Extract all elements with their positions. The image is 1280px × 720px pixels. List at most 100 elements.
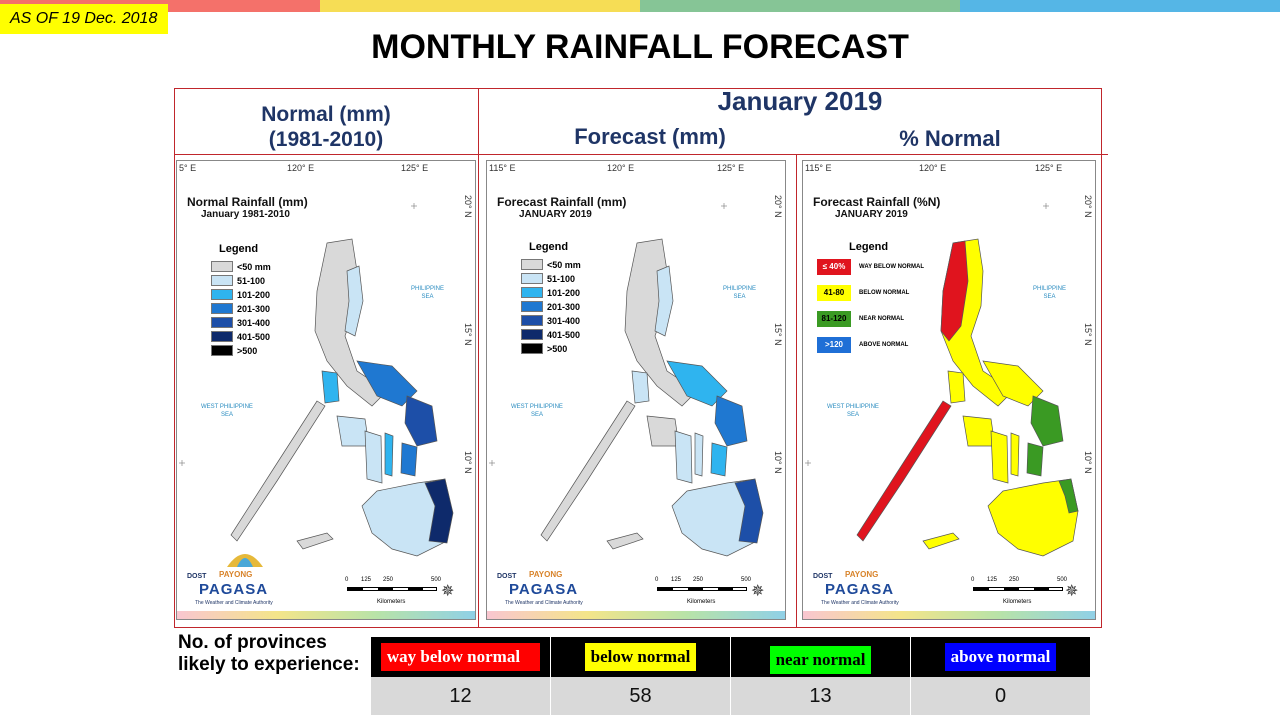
scale-kilometers: Kilometers — [377, 599, 406, 605]
negros-island — [364, 430, 383, 484]
page-title: MONTHLY RAINFALL FORECAST — [371, 28, 909, 66]
category-badge: way below normal — [380, 643, 541, 671]
header-divider — [174, 154, 1108, 155]
normal-header-line2: (1981-2010) — [268, 128, 384, 151]
province-count-table: way below normal below normal near norma… — [371, 637, 1090, 715]
scale-tick: 500 — [1057, 577, 1068, 583]
sea-label-line: WEST PHILIPPINE — [201, 404, 253, 410]
legend-box: 41-80 — [817, 285, 851, 301]
logo-pagasa: PAGASA — [199, 581, 269, 598]
lon-label: 125° E — [717, 163, 745, 173]
leyte-island — [710, 442, 728, 477]
scale-tick: 250 — [1009, 577, 1020, 583]
sea-label-line: SEA — [1043, 294, 1056, 300]
legend-label: 401-500 — [237, 331, 271, 342]
legend-label: 101-200 — [237, 289, 271, 300]
philippine-sea-label: PHILIPPINE SEA — [723, 285, 756, 301]
legend-label: >500 — [547, 343, 568, 354]
logo-authority: The Weather and Climate Authority — [505, 600, 583, 606]
luzon-west-coast — [940, 240, 969, 342]
column-divider-1 — [478, 88, 479, 628]
category-badge: above normal — [944, 643, 1057, 671]
legend-item: 41-80 BELOW NORMAL — [817, 285, 909, 301]
stripe-blue — [960, 0, 1280, 12]
mindoro-island — [947, 370, 966, 404]
lon-label: 125° E — [401, 163, 429, 173]
legend-swatch — [211, 275, 233, 286]
logo-dost: DOST — [187, 573, 207, 580]
legend-title: Legend — [219, 243, 259, 255]
mindanao-island — [987, 478, 1079, 557]
map-graticule — [179, 203, 417, 466]
table-cell-count: 0 — [994, 685, 1007, 707]
west-philippine-sea-label: WEST PHILIPPINE SEA — [827, 403, 879, 419]
west-philippine-sea-label: WEST PHILIPPINE SEA — [201, 403, 253, 419]
map-title: Forecast Rainfall (mm) — [497, 195, 627, 209]
logo-authority: The Weather and Climate Authority — [821, 600, 899, 606]
stripe-yellow — [320, 0, 640, 12]
normal-map-graphic — [179, 203, 454, 557]
legend-label: 51-100 — [237, 275, 266, 286]
map-title: Forecast Rainfall (%N) — [813, 195, 941, 209]
table-cell-count: 12 — [371, 677, 551, 715]
scale-tick: 125 — [987, 577, 998, 583]
samar-island — [404, 395, 438, 447]
mindanao-east-coast — [1058, 478, 1079, 514]
west-philippine-sea-label: WEST PHILIPPINE SEA — [511, 403, 563, 419]
sea-label-line: WEST PHILIPPINE — [827, 404, 879, 410]
map-subtitle: JANUARY 2019 — [835, 209, 908, 220]
scale-tick: 250 — [693, 577, 704, 583]
panay-island — [646, 415, 680, 447]
legend-item: 301-400 — [211, 317, 270, 328]
legend-label: 301-400 — [237, 317, 271, 328]
scale-tick: 250 — [383, 577, 394, 583]
legend-item: 201-300 — [211, 303, 270, 314]
palawan-island — [230, 400, 326, 542]
legend-swatch — [211, 345, 233, 356]
legend-label: <50 mm — [237, 261, 271, 272]
sulu-islands — [606, 532, 644, 550]
scale-tick: 125 — [671, 577, 682, 583]
lat-label: 10° N — [1083, 451, 1093, 474]
sea-label-line: WEST PHILIPPINE — [511, 404, 563, 410]
scale-tick: 0 — [971, 577, 975, 583]
legend-label: 401-500 — [547, 329, 581, 340]
legend-item: >120 ABOVE NORMAL — [817, 337, 908, 353]
legend-box: ≤ 40% — [817, 259, 851, 275]
luzon-east-coast — [654, 265, 674, 337]
sulu-islands — [296, 532, 334, 550]
legend-item: <50 mm — [211, 261, 271, 272]
sea-label-line: PHILIPPINE — [1033, 286, 1067, 292]
samar-island — [714, 395, 748, 447]
legend-title: Legend — [849, 241, 889, 253]
philippine-sea-label: PHILIPPINE SEA — [1033, 285, 1066, 301]
umbrella-icon — [227, 554, 263, 567]
legend-item: 101-200 — [521, 287, 580, 298]
scale-tick: 0 — [345, 577, 349, 583]
normal-column-header: Normal (mm) (1981-2010) — [176, 102, 476, 152]
normal-rainfall-map: 5° E 120° E 125° E 20° N 15° N 10° N Nor… — [176, 160, 476, 620]
panay-island — [336, 415, 370, 447]
legend-swatch — [211, 303, 233, 314]
mindanao-east-coast — [424, 478, 454, 544]
lon-label: 120° E — [287, 163, 315, 173]
table-header-cell: near normal — [731, 637, 911, 677]
lat-label: 15° N — [463, 323, 473, 346]
percent-normal-column-header: % Normal — [899, 126, 1001, 151]
legend-item: 81-120 NEAR NORMAL — [817, 311, 904, 327]
lat-label: 10° N — [463, 451, 473, 474]
category-badge: near normal — [769, 646, 872, 674]
column-divider-2 — [796, 154, 797, 628]
legend-label: WAY BELOW NORMAL — [859, 264, 925, 270]
palawan-island — [540, 400, 636, 542]
pagasa-logo: DOST PAYONG PAGASA The Weather and Clima… — [495, 559, 605, 611]
luzon-east-coast — [344, 265, 364, 337]
scale-kilometers: Kilometers — [1003, 599, 1032, 605]
table-header-cell: above normal — [911, 637, 1090, 677]
legend-swatch — [521, 287, 543, 298]
sea-label-line: SEA — [421, 294, 434, 300]
sulu-islands — [922, 532, 960, 550]
legend-label: <50 mm — [547, 259, 581, 270]
table-header-row: way below normal below normal near norma… — [371, 637, 1090, 677]
samar-island — [1030, 395, 1064, 447]
